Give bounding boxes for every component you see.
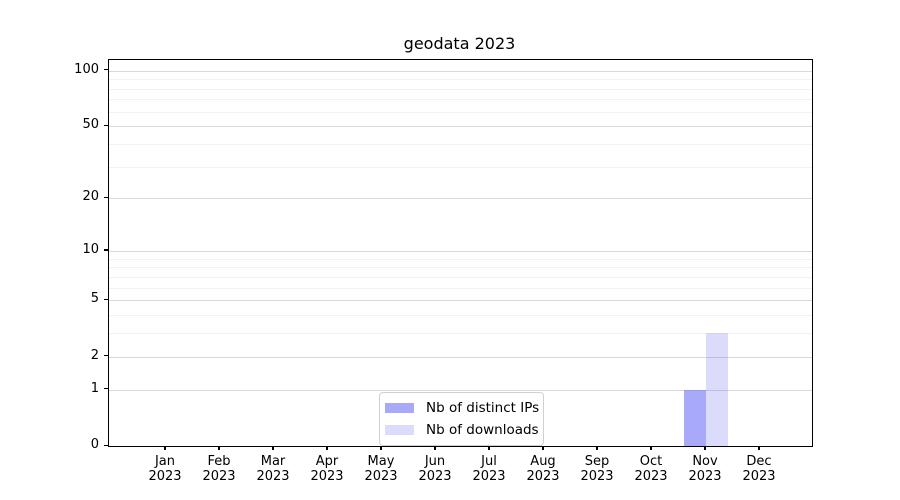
y-tick-label: 2 xyxy=(90,347,99,363)
bar-distinct-ips xyxy=(684,389,706,446)
bar-downloads xyxy=(706,333,728,446)
y-gridline-minor xyxy=(109,258,812,260)
y-tick-mark xyxy=(104,69,108,71)
y-tick-mark xyxy=(104,124,108,126)
y-tick-label: 20 xyxy=(82,189,99,205)
x-tick-label: Apr 2023 xyxy=(310,454,344,484)
y-gridline-major xyxy=(109,300,812,302)
legend-item-downloads: Nb of downloads xyxy=(385,420,539,439)
x-tick-mark xyxy=(650,446,652,451)
x-tick-mark xyxy=(326,446,328,451)
x-tick-label: Sep 2023 xyxy=(580,454,614,484)
y-gridline-major xyxy=(109,389,812,391)
y-gridline-major xyxy=(109,70,812,72)
y-gridline-minor xyxy=(109,143,812,145)
y-tick-label: 100 xyxy=(74,61,99,77)
y-tick-label: 50 xyxy=(82,117,99,133)
x-tick-mark xyxy=(758,446,760,451)
x-tick-label: May 2023 xyxy=(364,454,398,484)
y-gridline-minor xyxy=(109,166,812,168)
y-tick-mark xyxy=(104,444,108,446)
x-tick-label: Dec 2023 xyxy=(742,454,776,484)
x-tick-label: Nov 2023 xyxy=(688,454,722,484)
y-gridline-minor xyxy=(109,79,812,81)
x-tick-label: Jun 2023 xyxy=(418,454,452,484)
x-tick-mark xyxy=(704,446,706,451)
y-gridline-minor xyxy=(109,111,812,113)
x-tick-label: Feb 2023 xyxy=(202,454,236,484)
y-gridline-minor xyxy=(109,315,812,317)
y-tick-label: 5 xyxy=(90,291,99,307)
plot-area: Nb of distinct IPs Nb of downloads xyxy=(108,59,813,447)
x-tick-mark xyxy=(488,446,490,451)
y-tick-mark xyxy=(104,388,108,390)
legend-label-downloads: Nb of downloads xyxy=(426,421,539,438)
y-tick-label: 10 xyxy=(82,241,99,257)
y-tick-mark xyxy=(104,355,108,357)
x-tick-mark xyxy=(434,446,436,451)
x-tick-label: Jul 2023 xyxy=(472,454,506,484)
y-tick-mark xyxy=(104,249,108,251)
x-tick-mark xyxy=(164,446,166,451)
y-gridline-major xyxy=(109,250,812,252)
legend-swatch-distinct-ips-icon xyxy=(385,402,414,413)
y-gridline-minor xyxy=(109,99,812,101)
y-gridline-minor xyxy=(109,333,812,335)
y-gridline-major xyxy=(109,198,812,200)
x-tick-label: Jan 2023 xyxy=(148,454,182,484)
legend-item-distinct-ips: Nb of distinct IPs xyxy=(385,398,539,417)
y-tick-mark xyxy=(104,298,108,301)
legend-swatch-downloads-icon xyxy=(385,424,414,435)
y-gridline-major xyxy=(109,126,812,128)
y-tick-mark xyxy=(104,196,108,199)
x-tick-label: Mar 2023 xyxy=(256,454,290,484)
chart-title: geodata 2023 xyxy=(403,34,516,53)
x-tick-label: Aug 2023 xyxy=(526,454,560,484)
y-gridline-minor xyxy=(109,267,812,269)
x-tick-mark xyxy=(380,446,382,451)
y-gridline-minor xyxy=(109,287,812,289)
x-tick-mark xyxy=(272,446,274,451)
y-tick-label: 1 xyxy=(90,380,99,396)
y-gridline-minor xyxy=(109,88,812,90)
y-tick-label: 0 xyxy=(90,437,99,452)
legend-label-distinct-ips: Nb of distinct IPs xyxy=(426,399,540,416)
x-tick-mark xyxy=(218,446,220,451)
x-tick-mark xyxy=(542,446,544,451)
x-tick-mark xyxy=(596,446,598,451)
y-gridline-minor xyxy=(109,276,812,278)
legend: Nb of distinct IPs Nb of downloads xyxy=(379,392,544,446)
x-tick-label: Oct 2023 xyxy=(634,454,668,484)
y-gridline-major xyxy=(109,356,812,358)
